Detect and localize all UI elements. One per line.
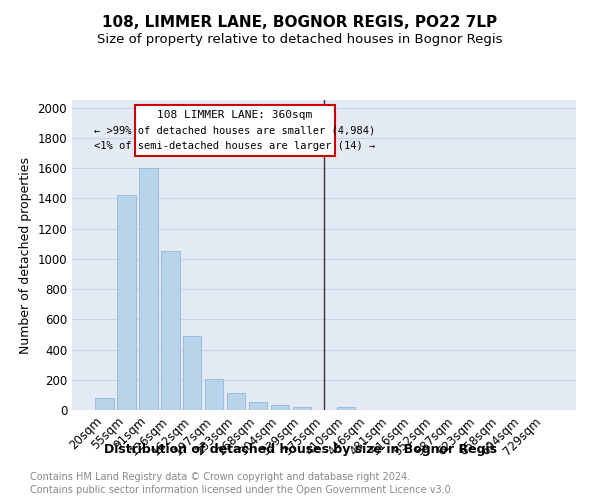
- Text: Size of property relative to detached houses in Bognor Regis: Size of property relative to detached ho…: [97, 32, 503, 46]
- Text: 108, LIMMER LANE, BOGNOR REGIS, PO22 7LP: 108, LIMMER LANE, BOGNOR REGIS, PO22 7LP: [103, 15, 497, 30]
- Text: Contains public sector information licensed under the Open Government Licence v3: Contains public sector information licen…: [30, 485, 454, 495]
- Bar: [205, 379, 223, 410]
- Text: Distribution of detached houses by size in Bognor Regis: Distribution of detached houses by size …: [104, 442, 497, 456]
- Bar: [117, 196, 136, 410]
- Y-axis label: Number of detached properties: Number of detached properties: [19, 156, 32, 354]
- Bar: [249, 402, 268, 410]
- Bar: [337, 407, 355, 410]
- Bar: [183, 336, 202, 410]
- Bar: [161, 251, 179, 410]
- Bar: [271, 406, 289, 410]
- Text: <1% of semi-detached houses are larger (14) →: <1% of semi-detached houses are larger (…: [94, 140, 376, 150]
- Bar: [227, 394, 245, 410]
- Text: 108 LIMMER LANE: 360sqm: 108 LIMMER LANE: 360sqm: [157, 110, 313, 120]
- Bar: [139, 168, 158, 410]
- Text: ← >99% of detached houses are smaller (4,984): ← >99% of detached houses are smaller (4…: [94, 125, 376, 135]
- Bar: [135, 104, 335, 156]
- Text: Contains HM Land Registry data © Crown copyright and database right 2024.: Contains HM Land Registry data © Crown c…: [30, 472, 410, 482]
- Bar: [293, 407, 311, 410]
- Bar: [95, 398, 113, 410]
